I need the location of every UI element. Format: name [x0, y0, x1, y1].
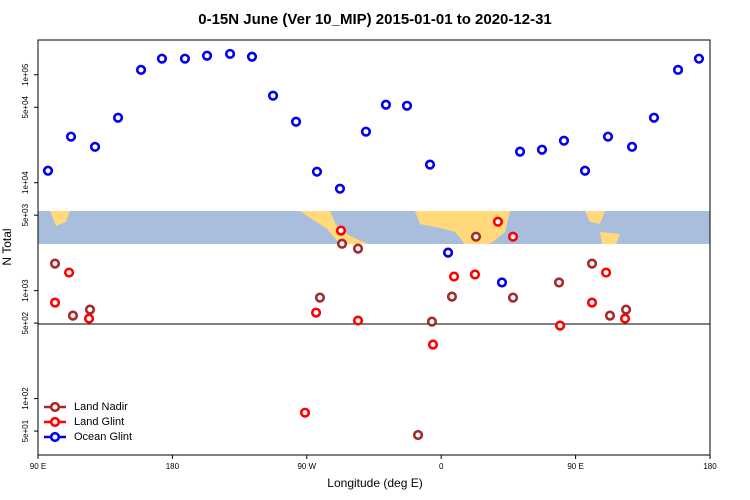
chart-title: 0-15N June (Ver 10_MIP) 2015-01-01 to 20… — [198, 11, 552, 28]
x-tick-label: 90 E — [30, 462, 46, 471]
point — [49, 297, 61, 308]
point — [83, 313, 95, 324]
point — [427, 339, 439, 350]
point — [507, 292, 519, 303]
point — [424, 159, 436, 170]
point — [63, 267, 75, 278]
point — [352, 243, 364, 254]
point — [401, 100, 413, 111]
point — [290, 116, 302, 127]
x-tick-label: 90 E — [567, 462, 583, 471]
point — [579, 165, 591, 176]
point — [67, 310, 79, 321]
x-axis-label: Longitude (deg E) — [327, 476, 422, 490]
y-tick-label: 5e+03 — [21, 203, 30, 226]
legend-marker — [49, 401, 61, 413]
point — [336, 238, 348, 249]
legend-label: Land Nadir — [74, 401, 128, 413]
point — [507, 231, 519, 242]
point — [156, 53, 168, 64]
point — [311, 166, 323, 177]
legend-marker — [49, 431, 61, 443]
point — [448, 271, 460, 282]
point — [586, 258, 598, 269]
point — [201, 50, 213, 61]
point — [620, 304, 632, 315]
point — [335, 225, 347, 236]
x-tick-label: 180 — [166, 462, 180, 471]
y-tick-label: 1e+05 — [21, 63, 30, 86]
plot-frame — [37, 39, 711, 456]
point — [89, 141, 101, 152]
point — [470, 231, 482, 242]
point — [586, 297, 598, 308]
point — [49, 258, 61, 269]
point — [65, 131, 77, 142]
point — [602, 131, 614, 142]
point — [469, 269, 481, 280]
point — [554, 320, 566, 331]
point — [514, 146, 526, 157]
point — [42, 165, 54, 176]
point — [693, 53, 705, 64]
point — [299, 407, 311, 418]
point — [314, 292, 326, 303]
point — [426, 316, 438, 327]
point — [442, 247, 454, 258]
x-tick-label: 90 W — [297, 462, 316, 471]
point — [246, 51, 258, 62]
point — [380, 99, 392, 110]
point — [135, 64, 147, 75]
point — [334, 183, 346, 194]
point — [536, 144, 548, 155]
point — [412, 429, 424, 441]
point — [619, 313, 631, 324]
point — [360, 126, 372, 137]
legend-marker — [49, 416, 61, 428]
y-axis-label: N Total — [0, 228, 14, 265]
y-tick-label: 1e+02 — [21, 387, 30, 410]
point — [600, 267, 612, 278]
y-tick-label: 5e+04 — [21, 95, 30, 118]
point — [224, 48, 236, 60]
y-tick-label: 1e+03 — [21, 279, 30, 302]
x-tick-label: 180 — [703, 462, 717, 471]
legend-label: Ocean Glint — [74, 431, 132, 443]
point — [604, 310, 616, 321]
point — [558, 135, 570, 146]
point — [352, 315, 364, 326]
point — [112, 112, 124, 123]
point — [648, 112, 660, 123]
point — [553, 277, 565, 288]
point — [179, 53, 191, 64]
y-tick-label: 5e+01 — [21, 419, 30, 442]
x-tick-label: 0 — [439, 462, 444, 471]
point — [626, 141, 638, 152]
point — [672, 64, 684, 75]
point — [496, 277, 508, 288]
point — [310, 307, 322, 318]
map-band — [38, 211, 710, 244]
y-tick-label: 5e+02 — [21, 311, 30, 334]
legend-label: Land Glint — [74, 416, 124, 428]
y-tick-label: 1e+04 — [21, 171, 30, 194]
point — [84, 304, 96, 315]
point — [492, 216, 504, 227]
point — [446, 291, 458, 302]
point — [267, 90, 279, 101]
